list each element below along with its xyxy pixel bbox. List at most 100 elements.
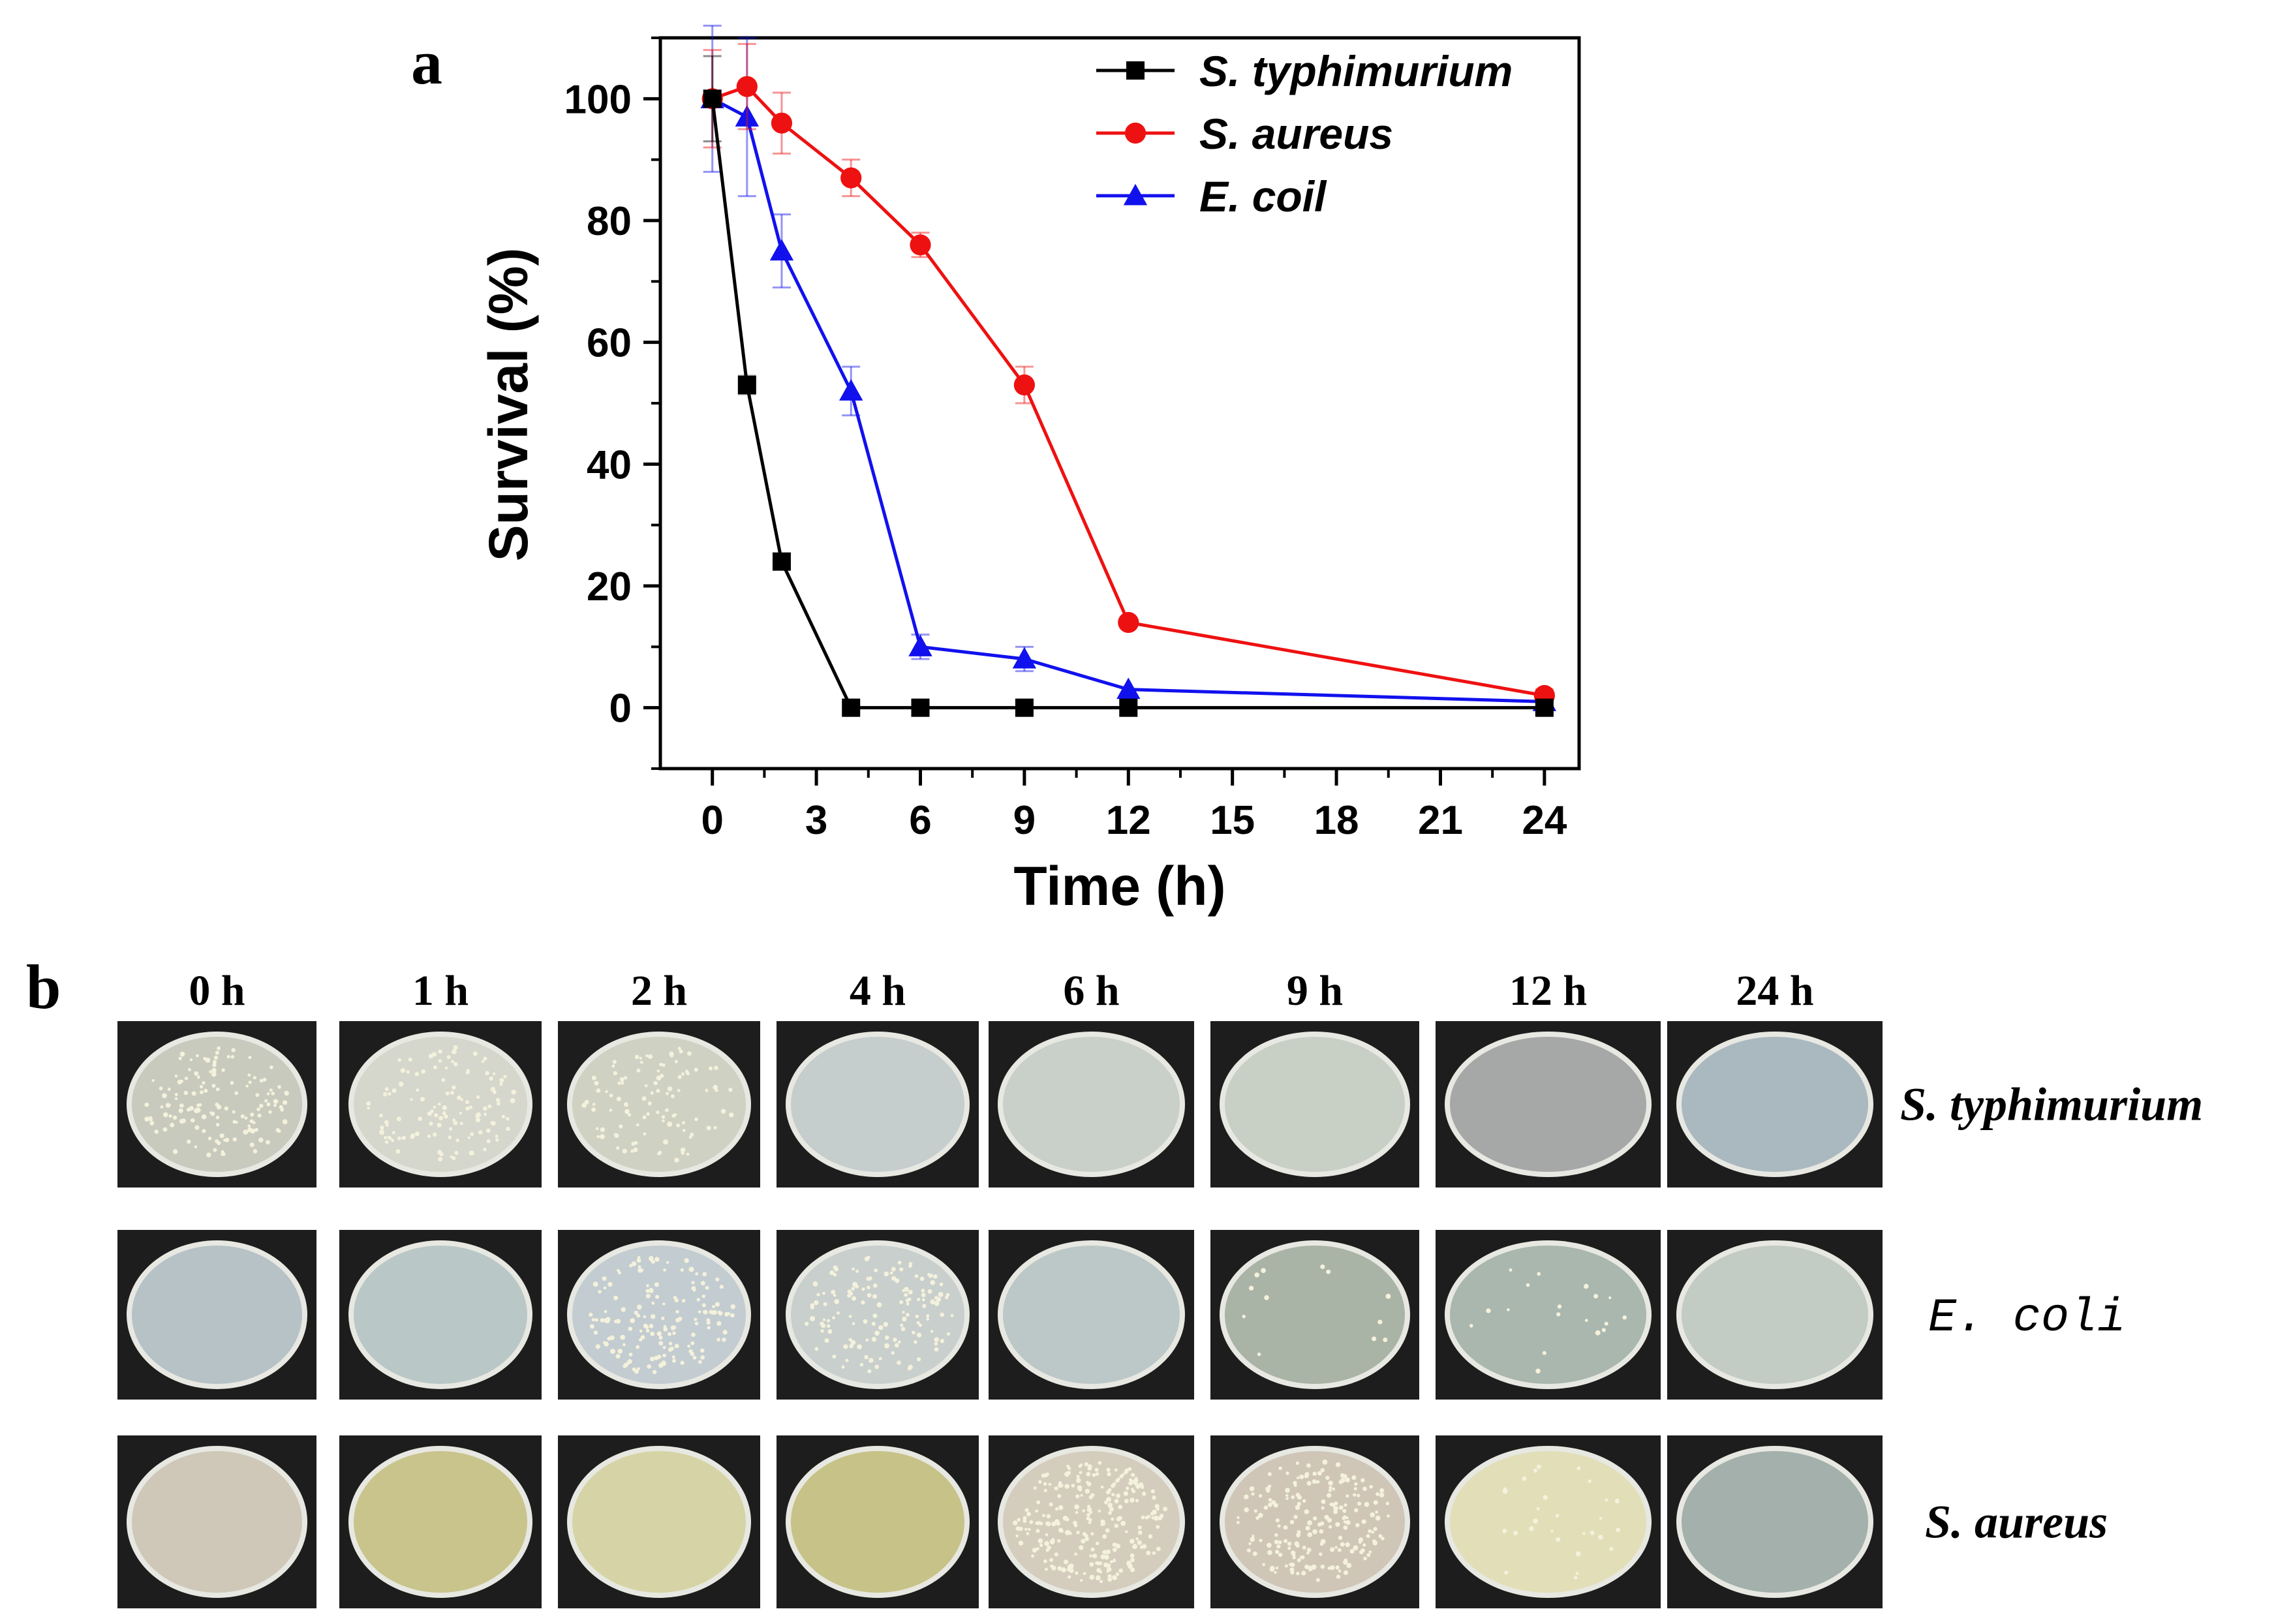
colony-mark <box>397 1136 401 1141</box>
data-point <box>1124 122 1146 144</box>
colony-mark <box>946 1293 950 1297</box>
colony-mark <box>639 1268 644 1272</box>
colony-mark <box>469 1150 474 1156</box>
colony-mark <box>1131 1489 1136 1494</box>
colony-mark <box>1330 1503 1336 1507</box>
colony-mark <box>914 1340 917 1344</box>
colony-mark <box>1304 1509 1310 1514</box>
colony-mark <box>716 1338 720 1341</box>
colony-mark <box>1126 1486 1130 1490</box>
colony-mark <box>1114 1468 1118 1472</box>
colony-mark <box>211 1084 216 1088</box>
agar <box>1003 1246 1180 1384</box>
colony-mark <box>713 1126 717 1129</box>
colony-mark <box>410 1098 413 1101</box>
colony-mark <box>1351 1475 1357 1480</box>
colony-mark <box>460 1098 463 1101</box>
colony-mark <box>159 1086 163 1090</box>
colony-mark <box>934 1301 940 1306</box>
colony-mark <box>250 1112 254 1117</box>
colony-mark <box>1312 1479 1317 1484</box>
colony-mark <box>449 1127 453 1131</box>
colony-mark <box>379 1129 384 1135</box>
colony-mark <box>1045 1533 1049 1537</box>
colony-mark <box>611 1064 615 1068</box>
colony-mark <box>1137 1540 1142 1545</box>
colony-mark <box>1092 1554 1098 1559</box>
data-point <box>1015 698 1034 717</box>
colony-mark <box>195 1107 201 1113</box>
colony-mark <box>1118 1568 1123 1573</box>
colony-mark <box>902 1310 905 1314</box>
colony-mark <box>645 1293 651 1298</box>
colony-mark <box>273 1103 277 1107</box>
time-label: 12 h <box>1509 967 1587 1015</box>
colony-mark <box>671 1355 675 1359</box>
plate-photo <box>339 1230 542 1400</box>
colony-mark <box>934 1337 939 1342</box>
colony-mark <box>249 1142 254 1147</box>
colony-mark <box>833 1294 837 1297</box>
colony-mark <box>1050 1564 1054 1568</box>
legend-entry: S. typhimurium <box>1096 47 1513 95</box>
colony-mark <box>1099 1561 1103 1565</box>
colony-mark <box>174 1097 178 1101</box>
colony-mark <box>595 1127 599 1131</box>
colony-mark <box>398 1081 404 1087</box>
colony-mark <box>420 1097 425 1102</box>
colony-mark <box>1078 1488 1083 1492</box>
colony-mark <box>1087 1505 1091 1509</box>
colony-mark <box>1599 1516 1603 1520</box>
colony-mark <box>581 1103 587 1108</box>
colony-mark <box>715 1302 720 1307</box>
colony-mark <box>1605 1498 1608 1502</box>
colony-mark <box>1346 1563 1352 1569</box>
colony-mark <box>1287 1546 1291 1550</box>
colony-mark <box>211 1071 217 1077</box>
colony-mark <box>867 1293 872 1298</box>
colony-mark <box>1102 1534 1107 1539</box>
y-tick-label: 60 <box>587 321 632 366</box>
colony-mark <box>686 1152 690 1156</box>
colony-mark <box>230 1055 234 1059</box>
agar <box>1450 1037 1646 1172</box>
colony-mark <box>864 1256 870 1262</box>
plate-photo <box>1436 1021 1661 1187</box>
colony-mark <box>872 1294 878 1299</box>
colony-mark <box>1115 1544 1121 1549</box>
colony-mark <box>1377 1319 1383 1325</box>
colony-mark <box>1616 1527 1621 1533</box>
colony-mark <box>396 1116 402 1122</box>
colony-mark <box>940 1339 945 1343</box>
legend-entry: S. aureus <box>1096 110 1393 158</box>
colony-mark <box>589 1324 594 1329</box>
colony-mark <box>701 1294 706 1298</box>
plate-photo <box>117 1435 316 1608</box>
colony-mark <box>1263 1505 1269 1510</box>
colony-mark <box>1137 1525 1142 1530</box>
colony-mark <box>1261 1268 1266 1274</box>
colony-mark <box>431 1052 437 1057</box>
colony-mark <box>1026 1532 1030 1535</box>
colony-mark <box>1385 1501 1389 1505</box>
colony-mark <box>674 1157 679 1163</box>
colony-mark <box>1614 1498 1620 1504</box>
colony-mark <box>810 1306 814 1310</box>
colony-mark <box>455 1139 459 1142</box>
colony-mark <box>884 1271 889 1277</box>
colony-mark <box>730 1313 735 1318</box>
colony-mark <box>493 1090 497 1094</box>
colony-mark <box>179 1051 185 1057</box>
colony-mark <box>1291 1495 1295 1499</box>
agar <box>572 1451 746 1593</box>
colony-mark <box>926 1317 930 1321</box>
colony-mark <box>916 1321 920 1325</box>
colony-mark <box>453 1120 458 1126</box>
colony-mark <box>1307 1520 1312 1525</box>
colony-mark <box>1349 1549 1355 1554</box>
colony-mark <box>851 1287 855 1291</box>
colony-mark <box>1015 1526 1021 1531</box>
colony-mark <box>1042 1514 1045 1518</box>
colony-mark <box>1575 1551 1581 1557</box>
colony-mark <box>226 1054 230 1059</box>
